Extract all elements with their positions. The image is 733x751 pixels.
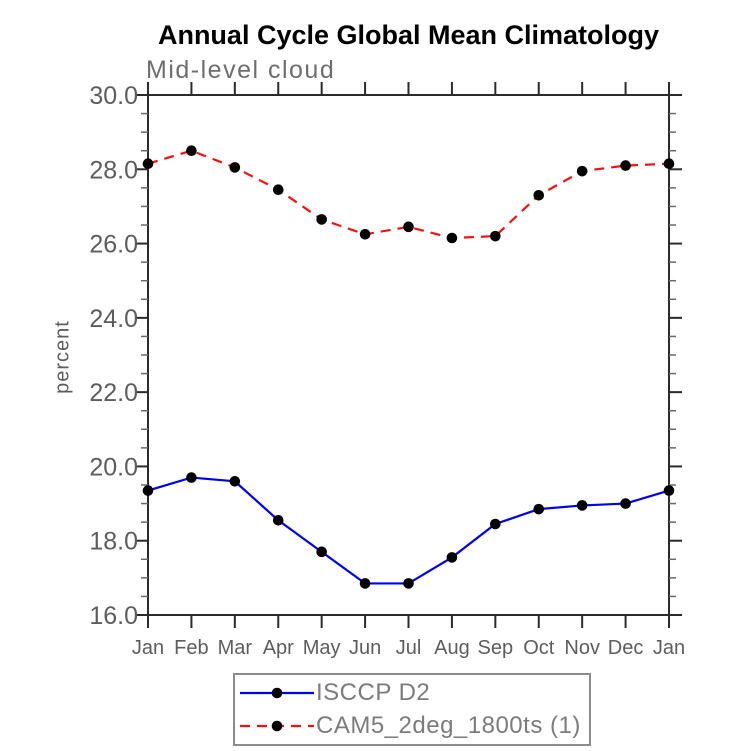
data-point: [620, 498, 631, 509]
x-tick-label: May: [303, 637, 341, 659]
x-tick-label: Dec: [608, 637, 644, 659]
data-point: [403, 578, 414, 589]
legend-marker: [271, 687, 283, 699]
y-tick-label: 22.0: [89, 379, 138, 407]
chart-subtitle: Mid-level cloud: [146, 56, 336, 84]
y-tick-label: 30.0: [89, 82, 138, 110]
data-point: [272, 184, 284, 196]
data-point: [316, 214, 327, 225]
data-point: [663, 158, 675, 170]
x-tick-label: Jul: [396, 637, 422, 659]
y-tick-label: 20.0: [89, 453, 138, 481]
data-point: [186, 145, 197, 157]
y-tick-label: 18.0: [89, 528, 138, 556]
data-point: [446, 232, 458, 244]
data-point: [272, 514, 284, 526]
data-point: [403, 221, 414, 233]
data-point: [142, 485, 154, 496]
data-point: [576, 165, 588, 177]
x-tick-label: Feb: [174, 637, 208, 659]
y-tick-label: 16.0: [89, 602, 138, 630]
data-point: [142, 158, 154, 170]
legend-line-sample-0: [240, 687, 314, 699]
data-point: [186, 472, 197, 483]
x-tick-label: Nov: [564, 637, 600, 659]
data-point: [316, 546, 327, 558]
x-tick-label: Jun: [349, 637, 381, 659]
data-point: [620, 160, 631, 171]
x-tick-label: Oct: [523, 637, 555, 659]
x-tick-label: Aug: [434, 637, 470, 659]
data-point: [229, 475, 241, 487]
legend-line-sample-1: [240, 720, 314, 732]
data-point: [533, 503, 545, 515]
x-tick-label: Sep: [478, 637, 514, 659]
data-point: [229, 162, 241, 173]
data-point: [533, 189, 545, 201]
data-point: [446, 552, 458, 563]
legend-label: ISCCP D2: [316, 679, 431, 706]
x-tick-label: Apr: [263, 637, 294, 659]
x-tick-label: Jan: [132, 637, 164, 659]
series-line-0: [147, 476, 670, 585]
x-tick-label: Jan: [653, 637, 685, 659]
y-tick-label: 28.0: [89, 156, 138, 184]
axes-frame: [147, 94, 670, 616]
data-point: [490, 518, 501, 530]
legend: ISCCP D2 CAM5_2deg_1800ts (1): [233, 673, 591, 746]
legend-label: CAM5_2deg_1800ts (1): [316, 712, 581, 739]
data-point: [490, 230, 501, 242]
y-tick-label: 24.0: [89, 305, 138, 333]
legend-item-cam5: CAM5_2deg_1800ts (1): [238, 712, 589, 740]
x-tick-label: Mar: [218, 637, 253, 659]
legend-marker: [271, 720, 283, 732]
data-point: [663, 485, 675, 496]
y-tick-label: 26.0: [89, 231, 138, 259]
data-point: [576, 500, 588, 511]
legend-item-isccp: ISCCP D2: [238, 679, 589, 707]
data-point: [359, 578, 371, 589]
chart-title: Annual Cycle Global Mean Climatology: [157, 20, 660, 50]
data-point: [359, 228, 371, 240]
